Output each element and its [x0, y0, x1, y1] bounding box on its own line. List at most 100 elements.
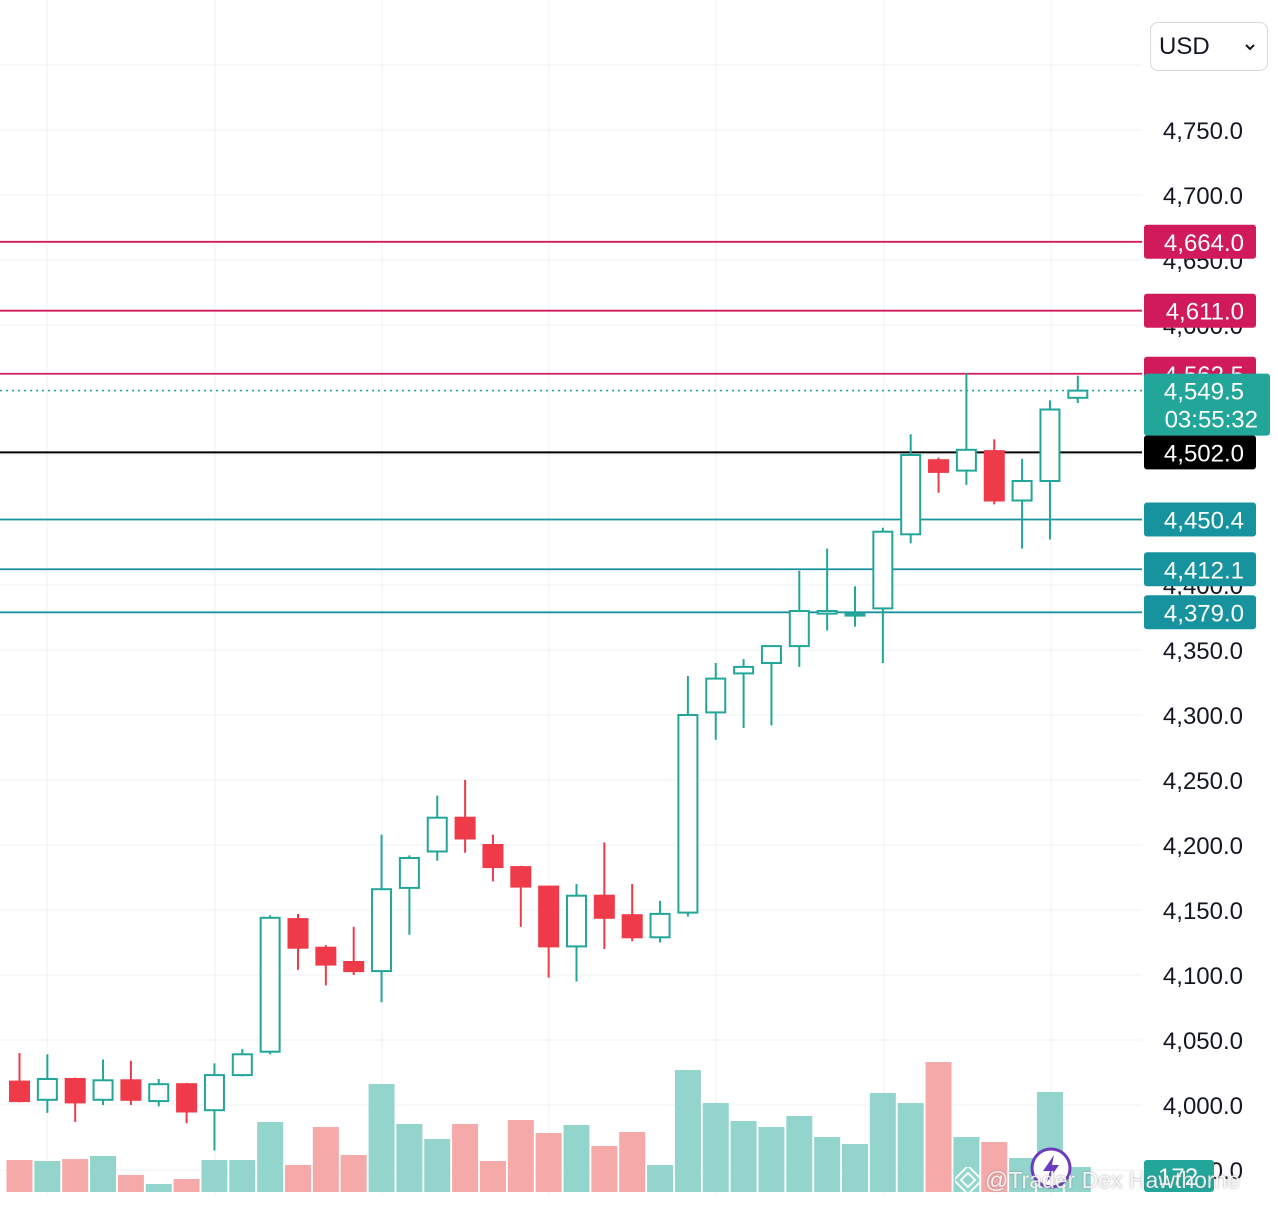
- candle-bearish: [120, 1060, 142, 1105]
- volume-bar: [953, 1137, 980, 1192]
- candle-body: [482, 844, 504, 869]
- candle-bullish: [788, 570, 810, 667]
- chevron-down-icon: [1245, 43, 1255, 50]
- candle-body: [705, 677, 727, 714]
- price-axis: 4,750.04,700.04,650.04,600.04,550.04,500…: [1144, 118, 1270, 1192]
- candle-body: [510, 866, 532, 888]
- candle-body: [733, 665, 755, 675]
- axis-tick-label: 4,050.0: [1163, 1028, 1243, 1055]
- volume-bar: [981, 1142, 1008, 1192]
- candle-body: [315, 946, 337, 966]
- candle-body: [454, 816, 476, 840]
- level-badge-support: 4,379.0: [1144, 595, 1256, 630]
- level-badge-support: 4,412.1: [1144, 552, 1256, 587]
- candle-body: [343, 961, 365, 973]
- volume-bar: [786, 1116, 813, 1192]
- volume-bar: [424, 1139, 451, 1192]
- candle-body: [928, 459, 950, 473]
- current-price-label: 4,549.5: [1164, 379, 1244, 406]
- candle-body: [788, 610, 810, 648]
- candle-bearish: [287, 913, 309, 970]
- candle-body: [1011, 480, 1033, 502]
- candle-body: [816, 610, 838, 615]
- volume-bar: [368, 1084, 395, 1192]
- candle-body: [621, 914, 643, 939]
- level-badge-resistance: 4,611.0: [1144, 293, 1256, 328]
- currency-value: USD: [1159, 32, 1210, 60]
- candles: [9, 373, 1089, 1151]
- candle-bullish: [1011, 458, 1033, 549]
- volume-bar: [285, 1165, 311, 1192]
- candle-bearish: [510, 865, 532, 927]
- candle-body: [844, 612, 866, 617]
- volume-bar: [758, 1127, 785, 1192]
- candle-bullish: [872, 527, 894, 663]
- volume-bar: [647, 1165, 674, 1192]
- candle-body: [287, 918, 309, 949]
- candle-bullish: [733, 659, 755, 728]
- candle-body: [64, 1078, 86, 1104]
- volume-bar: [173, 1179, 200, 1192]
- volume-bar: [62, 1159, 89, 1192]
- candle-body: [148, 1083, 170, 1103]
- volume-bar: [117, 1175, 144, 1192]
- axis-tick-label: 4,750.0: [1163, 118, 1243, 145]
- candle-bullish: [426, 795, 448, 861]
- volume-bar: [674, 1070, 701, 1192]
- level-badge-bg: [1144, 293, 1256, 328]
- candle-bearish: [538, 885, 560, 978]
- volume-bar: [869, 1093, 896, 1192]
- volume-badge: 172: [1144, 1160, 1214, 1192]
- axis-tick-label: 4,150.0: [1163, 898, 1243, 925]
- candle-bearish: [315, 945, 337, 986]
- level-badge-label: 4,379.0: [1164, 600, 1244, 627]
- candle-bullish: [844, 586, 866, 627]
- candle-bearish: [64, 1077, 86, 1122]
- candle-bullish: [259, 915, 281, 1055]
- candle-bullish: [816, 548, 838, 631]
- candle-bearish: [482, 834, 504, 882]
- price-levels: [0, 240, 1142, 614]
- volume-bar: [591, 1146, 618, 1192]
- volume-bar: [535, 1133, 562, 1192]
- candle-body: [1039, 408, 1061, 482]
- candle-body: [593, 894, 615, 919]
- axis-tick-label: 4,250.0: [1163, 768, 1243, 795]
- candle-bullish: [705, 663, 727, 740]
- candle-body: [9, 1080, 30, 1103]
- level-badge-label: 4,664.0: [1164, 230, 1244, 257]
- current-price-badge: 4,549.503:55:32: [1144, 373, 1270, 436]
- candle-body: [983, 450, 1005, 502]
- candle-bullish: [148, 1079, 170, 1107]
- candle-bullish: [398, 855, 420, 935]
- candle-body: [538, 885, 560, 948]
- candle-bullish: [92, 1059, 114, 1105]
- candle-body: [231, 1053, 253, 1077]
- candle-bearish: [621, 884, 643, 942]
- axis-tick-label: 4,700.0: [1163, 183, 1243, 210]
- candle-body: [259, 916, 281, 1053]
- volume-bar: [229, 1160, 256, 1192]
- volume-bar: [201, 1160, 228, 1192]
- volume-bar: [730, 1121, 757, 1192]
- volume-bar: [34, 1161, 61, 1192]
- candle-bearish: [454, 780, 476, 853]
- candle-bullish: [760, 645, 782, 726]
- level-badge-bg: [1144, 595, 1256, 630]
- candle-body: [566, 894, 587, 948]
- candle-body: [677, 714, 699, 914]
- level-badge-label: 4,502.0: [1164, 440, 1244, 467]
- candle-bullish: [36, 1054, 58, 1113]
- level-badge-support: 4,450.4: [1144, 502, 1256, 537]
- level-badge-label: 4,412.1: [1164, 557, 1244, 584]
- volume-bar: [145, 1184, 172, 1192]
- currency-select[interactable]: USD: [1150, 22, 1268, 71]
- candle-bearish: [928, 457, 950, 493]
- candle-bullish: [1039, 400, 1061, 540]
- candle-body: [92, 1079, 114, 1101]
- volume-bar: [90, 1156, 117, 1192]
- volume-bar: [814, 1137, 841, 1192]
- lightning-icon[interactable]: [1029, 1146, 1073, 1190]
- candle-body: [36, 1078, 58, 1101]
